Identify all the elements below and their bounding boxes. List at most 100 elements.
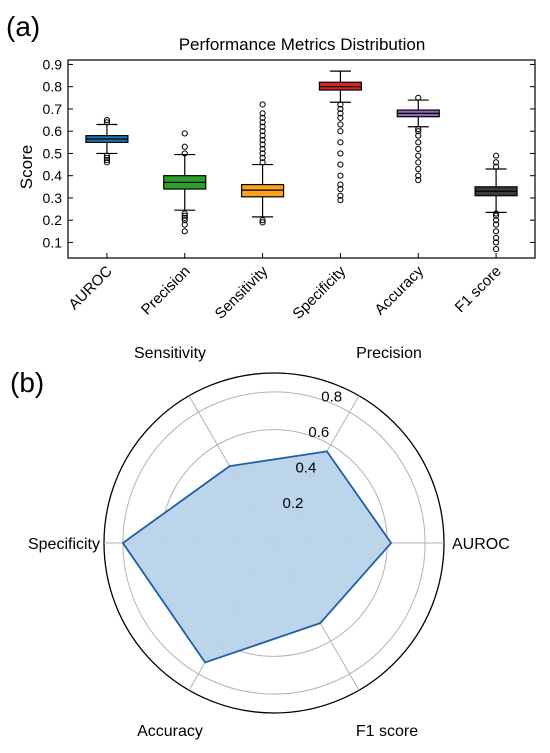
outlier-point (415, 152, 422, 159)
outlier-point (259, 128, 266, 135)
outlier-point (337, 181, 344, 188)
radar-axis-label: AUROC (452, 536, 510, 553)
x-tick-label: Specificity (289, 262, 349, 322)
radar-tick-label: 0.6 (308, 424, 329, 441)
outlier-point (492, 210, 500, 217)
outlier-point (492, 217, 500, 224)
box-f1-score (474, 152, 518, 253)
outlier-point (415, 145, 422, 153)
x-tick-label: AUROC (65, 263, 115, 313)
outlier-point (415, 94, 422, 101)
outlier-point (181, 221, 188, 228)
outlier-point (181, 210, 188, 217)
radar-axis-label: Precision (356, 345, 422, 362)
x-tick-label: Sensitivity (212, 262, 272, 322)
outlier-point (103, 152, 111, 159)
box-sensitivity (240, 101, 285, 226)
outlier-point (259, 114, 266, 121)
outlier-point (492, 246, 500, 253)
radar-tick-label: 0.4 (295, 459, 316, 476)
outlier-point (492, 152, 500, 159)
outlier-point (415, 132, 422, 139)
outlier-point (337, 139, 344, 146)
outlier-point (337, 161, 344, 168)
y-tick-label: 0.7 (43, 101, 63, 117)
y-axis-label: Score (17, 145, 36, 189)
outlier-point (259, 150, 266, 157)
outlier-point (337, 101, 344, 108)
outlier-point (415, 177, 422, 184)
outlier-point (337, 114, 344, 121)
plot-frame (67, 59, 536, 259)
outlier-point (415, 139, 422, 146)
outlier-point (337, 150, 344, 157)
outlier-point (259, 119, 266, 126)
outlier-point (259, 154, 266, 161)
outlier-point (181, 228, 188, 235)
outlier-point (337, 192, 344, 199)
outlier-point (492, 221, 500, 228)
y-tick-label: 0.5 (43, 145, 63, 161)
outlier-point (337, 110, 344, 117)
outlier-point (259, 141, 266, 148)
outlier-point (259, 132, 266, 139)
box-auroc (85, 116, 129, 166)
x-tick-label: Accuracy (371, 262, 427, 318)
outlier-point (337, 185, 344, 193)
radar-axis-label: Sensitivity (134, 345, 206, 362)
y-tick-label: 0.6 (43, 123, 63, 139)
x-tick-label: F1 score (452, 263, 505, 316)
chart-title: Performance Metrics Distribution (179, 35, 426, 54)
outlier-point (259, 123, 266, 130)
outlier-point (492, 212, 500, 219)
radar-tick-label: 0.8 (321, 388, 342, 405)
outlier-point (259, 136, 266, 144)
outlier-point (415, 159, 422, 166)
outlier-point (415, 172, 422, 179)
outlier-point (259, 110, 266, 117)
y-tick-label: 0.4 (43, 168, 63, 184)
outlier-point (181, 212, 188, 219)
radar-axis-label: F1 score (356, 723, 418, 740)
outlier-point (181, 150, 188, 157)
outlier-point (259, 101, 266, 108)
box-specificity (318, 70, 363, 204)
outlier-point (259, 217, 266, 224)
outlier-point (492, 239, 500, 246)
outlier-point (259, 219, 266, 226)
outlier-point (103, 119, 111, 126)
radar-tick-label: 0.2 (283, 495, 304, 512)
radar-chart: 0.2 0.4 0.6 0.8 AUROC Precision Sensitivity Spe… (28, 345, 510, 740)
outlier-point (181, 130, 188, 137)
outlier-point (103, 116, 111, 124)
radar-axis-label: Accuracy (137, 723, 203, 740)
outlier-point (337, 197, 344, 204)
y-tick-label: 0.2 (43, 212, 63, 228)
outlier-point (103, 157, 111, 164)
outlier-point (337, 172, 344, 179)
outlier-point (103, 154, 111, 161)
outlier-point (337, 128, 344, 135)
outlier-point (181, 217, 188, 224)
outlier-point (103, 159, 111, 166)
outlier-point (492, 159, 500, 166)
outlier-point (337, 105, 344, 113)
x-tick-label: Precision (138, 263, 194, 319)
outlier-point (415, 165, 422, 173)
outlier-point (492, 228, 500, 235)
box-precision (163, 130, 207, 235)
y-tick-label: 0.9 (43, 56, 63, 72)
radar-axis-label: Specificity (28, 536, 100, 553)
panel-label-b: (b) (10, 367, 44, 398)
outlier-point (415, 128, 422, 135)
outlier-point (492, 234, 500, 242)
outlier-point (415, 125, 422, 133)
outlier-point (259, 145, 266, 153)
outlier-point (259, 159, 266, 166)
y-tick-label: 0.3 (43, 190, 63, 206)
box-chart: Performance Metrics Distribution Score 0… (17, 35, 536, 323)
y-tick-label: 0.1 (43, 234, 63, 250)
outlier-point (337, 121, 344, 128)
y-tick-label: 0.8 (43, 79, 63, 95)
